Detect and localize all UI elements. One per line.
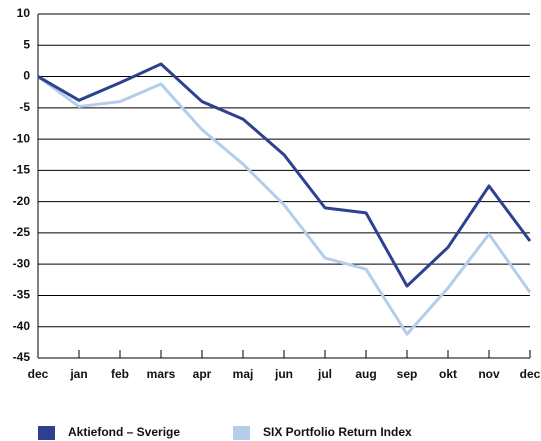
x-tick-label: jun bbox=[274, 367, 293, 381]
y-tick-label: 5 bbox=[23, 37, 30, 51]
x-tick-label: feb bbox=[111, 367, 129, 381]
x-tick-label: mars bbox=[147, 367, 176, 381]
x-tick-label: dec bbox=[520, 367, 541, 381]
y-tick-label: -20 bbox=[13, 194, 31, 208]
x-tick-label: aug bbox=[355, 367, 376, 381]
legend-label: Aktiefond – Sverige bbox=[68, 425, 180, 439]
x-tick-label: okt bbox=[439, 367, 457, 381]
series-line bbox=[37, 62, 532, 288]
x-tick-label: dec bbox=[28, 367, 49, 381]
legend-swatch bbox=[38, 426, 55, 440]
x-tick-label: jul bbox=[317, 367, 332, 381]
y-tick-label: -35 bbox=[13, 288, 31, 302]
y-tick-label: -25 bbox=[13, 225, 31, 239]
x-tick-label: nov bbox=[478, 367, 500, 381]
x-tick-label: sep bbox=[397, 367, 418, 381]
y-tick-label: 10 bbox=[17, 6, 31, 20]
y-tick-label: -5 bbox=[19, 100, 30, 114]
y-tick-label: 0 bbox=[23, 69, 30, 83]
y-tick-label: -15 bbox=[13, 163, 31, 177]
legend-label: SIX Portfolio Return Index bbox=[263, 425, 412, 439]
x-tick-label: jan bbox=[69, 367, 87, 381]
y-tick-label: -30 bbox=[13, 256, 31, 270]
y-tick-label: -45 bbox=[13, 350, 31, 364]
x-tick-label: maj bbox=[233, 367, 254, 381]
series-line bbox=[37, 75, 532, 336]
legend-swatch bbox=[233, 426, 250, 440]
y-tick-label: -40 bbox=[13, 319, 31, 333]
x-tick-label: apr bbox=[193, 367, 212, 381]
y-tick-label: -10 bbox=[13, 131, 31, 145]
